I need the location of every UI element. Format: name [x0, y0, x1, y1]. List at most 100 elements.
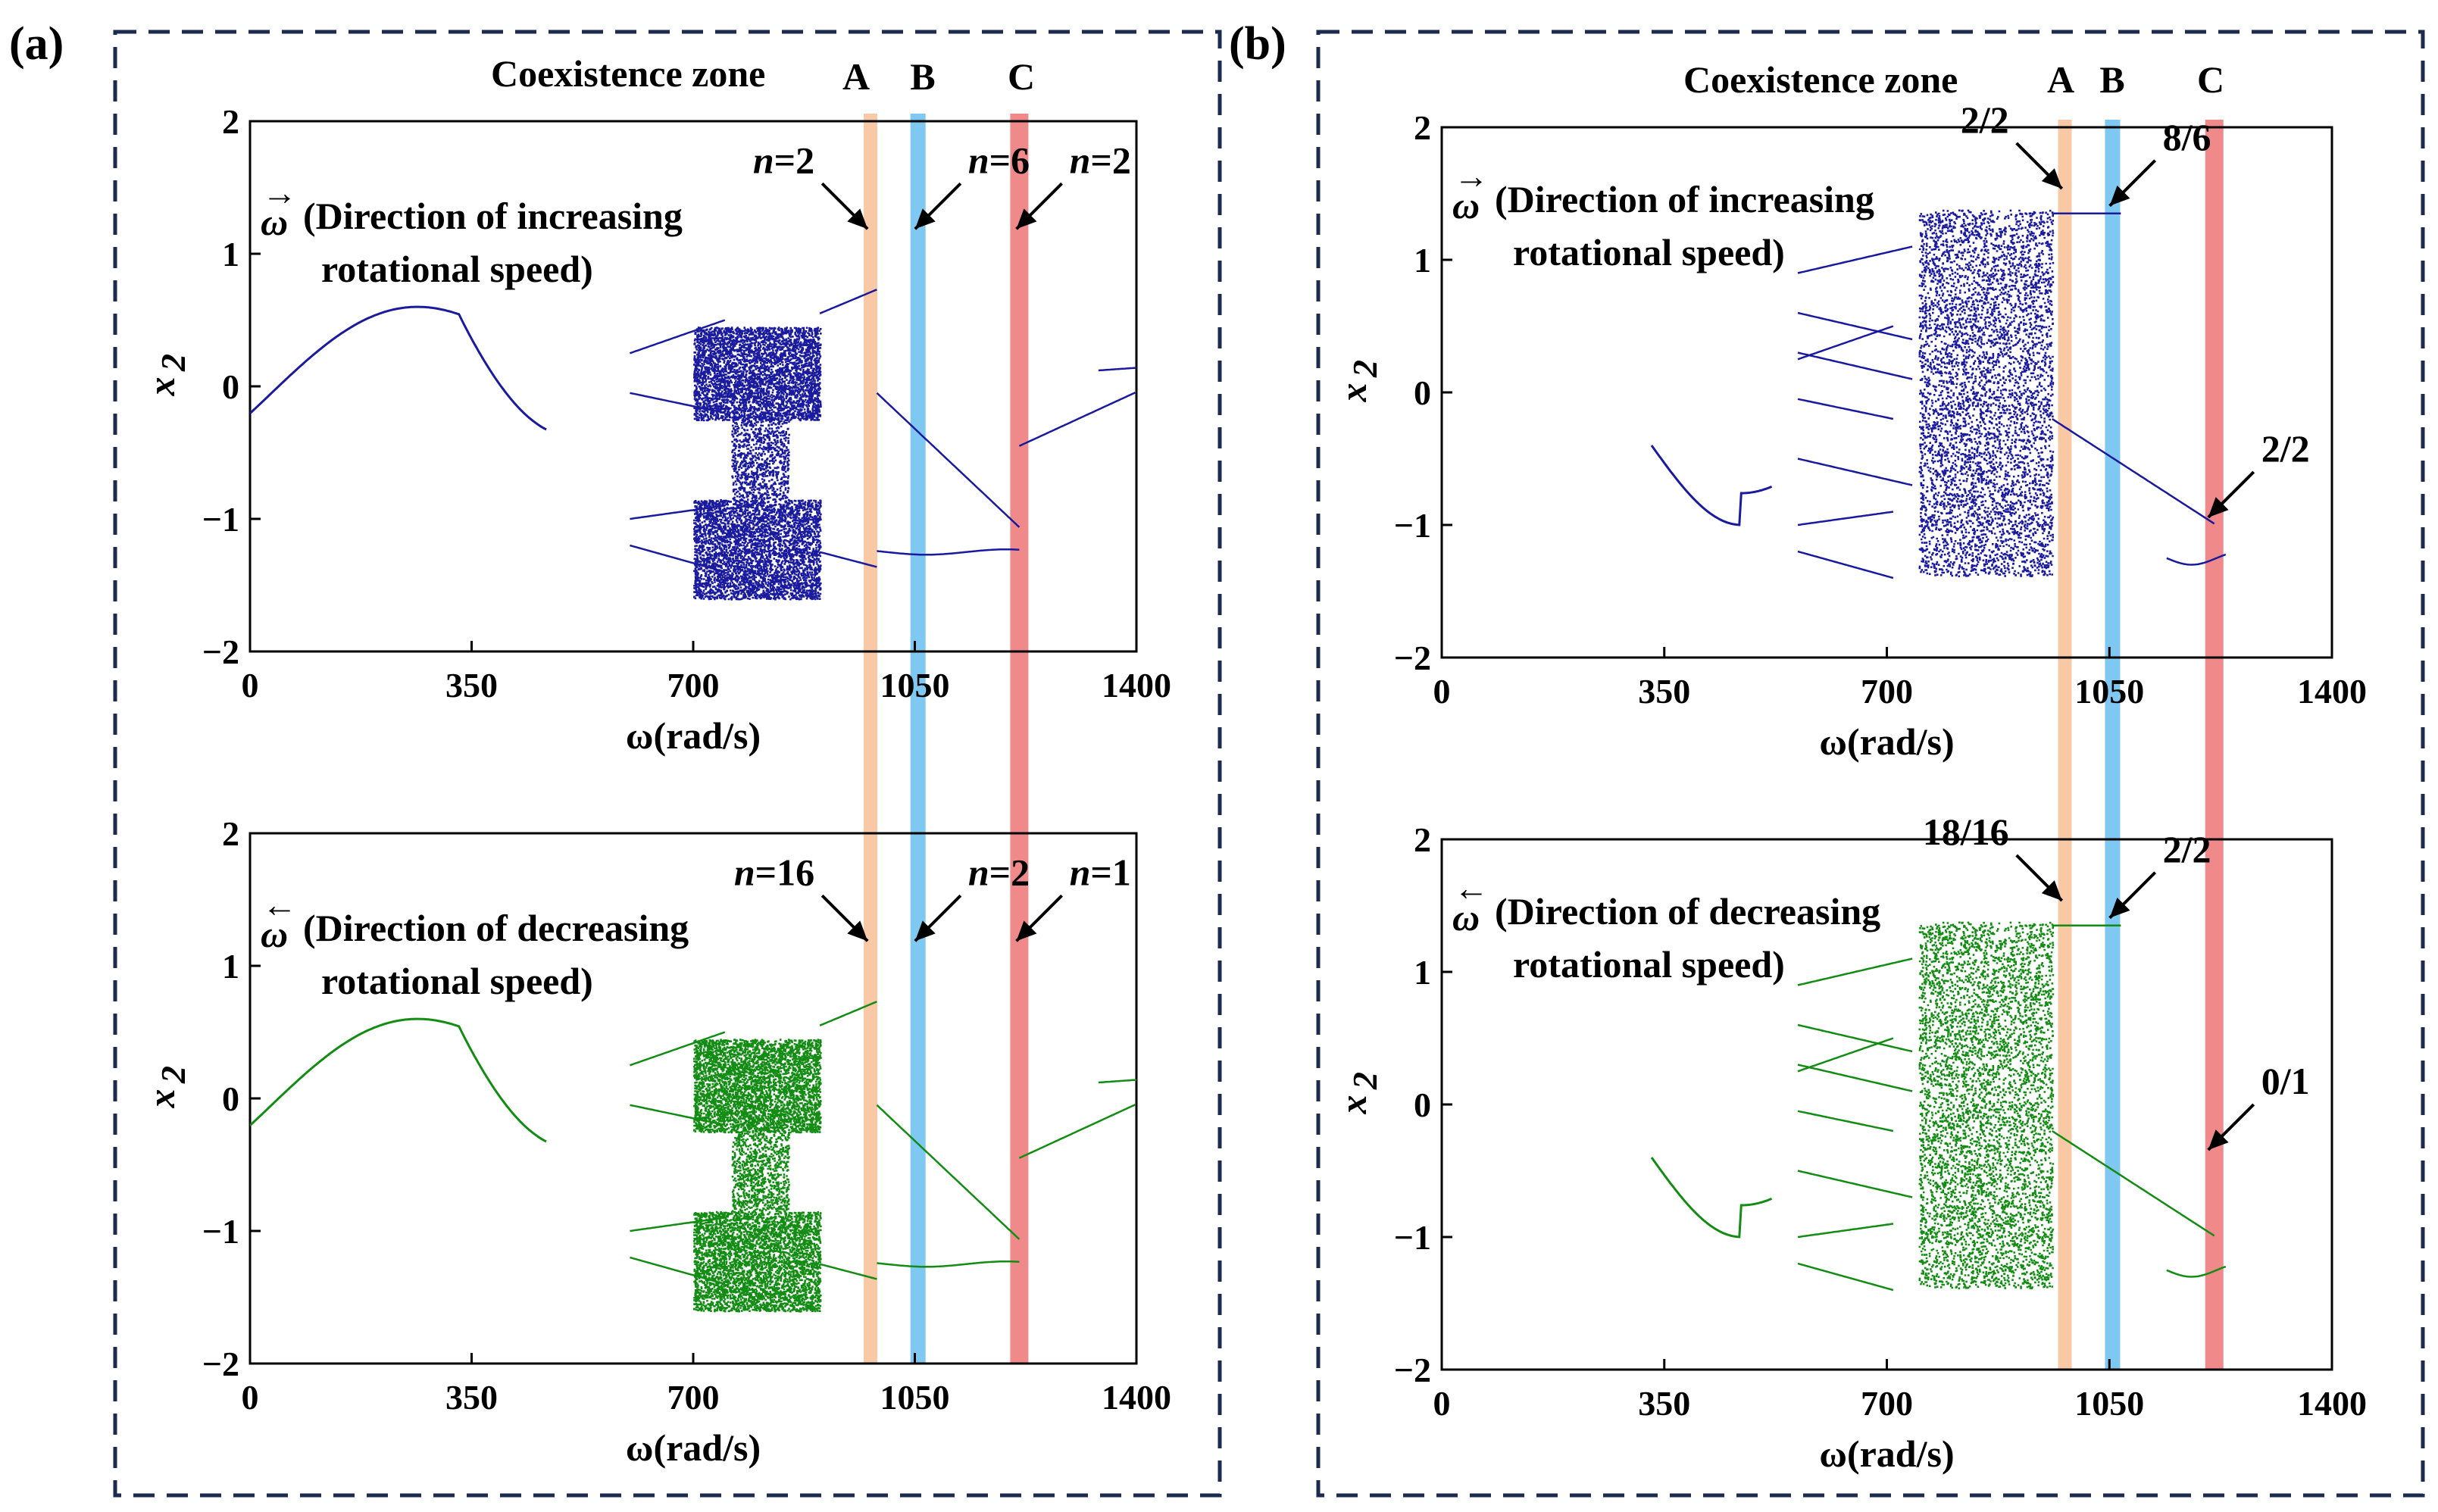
branch-1: [630, 1104, 726, 1126]
chaos-full: [1918, 209, 2055, 578]
branch-flat: [877, 548, 1020, 556]
x-tick-label: 1050: [880, 666, 950, 704]
svg-text:2: 2: [154, 354, 192, 372]
svg-text:x: x: [1332, 1095, 1374, 1115]
x-tick-label: 1050: [2074, 1384, 2144, 1423]
y-tick-label: −1: [202, 1212, 239, 1251]
annotation-label: 2/2: [2261, 427, 2310, 470]
panel-a-band-letter-c: C: [1008, 55, 1035, 98]
annotation-arrow-head: [847, 920, 868, 942]
svg-text:x: x: [1332, 383, 1374, 403]
direction-arrow-icon: →: [262, 173, 297, 212]
band-c: [1010, 833, 1029, 1364]
branch-0: [629, 319, 726, 355]
branch-flat: [877, 1261, 1020, 1268]
branch-low: [250, 305, 547, 431]
svg-text:x: x: [140, 1089, 183, 1109]
branch-lower-exit: [819, 551, 877, 568]
y-tick-label: −2: [1394, 1351, 1431, 1389]
panel-b-zone-label: Coexistence zone: [1683, 58, 1958, 101]
direction-line-1: (Direction of decreasing: [303, 907, 689, 949]
annotation-label: n=1: [1070, 851, 1131, 893]
branch-upper-exit: [819, 289, 877, 314]
band-a-gap: [864, 651, 877, 833]
direction-symbol: ω: [261, 913, 288, 955]
x-tick-label: 350: [445, 666, 498, 704]
y-tick-label: 1: [222, 235, 239, 273]
band-a: [864, 833, 877, 1364]
branch-3: [630, 544, 726, 573]
data-series: [1650, 209, 2227, 579]
direction-line-1: (Direction of decreasing: [1495, 890, 1880, 933]
band-a: [2058, 839, 2072, 1370]
annotation-label: 18/16: [1923, 811, 2009, 853]
panel-a-band-letter-b: B: [910, 55, 935, 98]
branch-b-1: [1797, 1023, 1913, 1053]
y-tick-label: 0: [1414, 1086, 1431, 1124]
y-tick-label: 2: [222, 102, 239, 141]
x-axis-label: ω(rad/s): [1819, 720, 1954, 763]
annotation-arrow-head: [1016, 208, 1037, 230]
data-series: [250, 1001, 1136, 1313]
x-tick-label: 0: [1433, 672, 1451, 711]
branch-low: [1650, 445, 1773, 526]
branch-lower-exit: [819, 1263, 877, 1280]
direction-arrow-icon: ←: [1454, 869, 1489, 908]
band-a: [864, 114, 877, 651]
branch-b-2: [1797, 1064, 1913, 1092]
annotation-label: n=16: [734, 851, 814, 893]
annotation-arrow-head: [914, 208, 936, 230]
annotation-label: 0/1: [2261, 1060, 2310, 1102]
x-tick-label: 1400: [1102, 1378, 1171, 1417]
chaos-full: [1918, 921, 2055, 1290]
y-tick-label: −2: [202, 633, 239, 671]
y-tick-label: 1: [222, 947, 239, 986]
y-tick-label: 1: [1414, 241, 1431, 280]
annotation-label: 8/6: [2163, 116, 2211, 158]
panel-a-label: (a): [9, 18, 64, 70]
band-b-gap: [2105, 658, 2121, 839]
annotation-arrow-head: [847, 208, 868, 230]
direction-arrow-icon: ←: [262, 886, 297, 924]
direction-line-2: rotational speed): [321, 960, 593, 1002]
branch-b-0: [1797, 957, 1913, 986]
direction-symbol: ω: [1452, 184, 1480, 226]
annotation-label: n=2: [753, 139, 814, 181]
y-tick-label: 2: [1414, 108, 1431, 147]
annotation-arrow-head: [2109, 185, 2130, 206]
panel-a-zone-label: Coexistence zone: [491, 52, 765, 95]
y-tick-label: −2: [1394, 639, 1431, 677]
x-axis-label: ω(rad/s): [1819, 1432, 1954, 1475]
panel-a-band-letter-a: A: [842, 55, 870, 98]
branch-down: [2052, 417, 2215, 525]
panel-b-frame: [1316, 30, 2425, 1498]
chaos-upper: [693, 1039, 822, 1134]
branch-b-3: [1797, 458, 1913, 486]
branch-low: [1650, 1157, 1773, 1239]
band-b: [2105, 120, 2121, 658]
branch-down: [876, 392, 1021, 528]
branch-2: [1797, 1223, 1894, 1239]
y-axis-label: x2: [140, 354, 192, 397]
branch-3: [1797, 550, 1894, 579]
annotation-arrow-head: [2041, 168, 2062, 189]
branch-end: [2166, 1265, 2227, 1278]
y-tick-label: 2: [1414, 820, 1431, 859]
x-tick-label: 0: [1433, 1384, 1451, 1423]
direction-line-2: rotational speed): [1513, 231, 1785, 273]
x-tick-label: 1400: [2297, 1384, 2367, 1423]
x-axis-label: ω(rad/s): [626, 1426, 761, 1469]
direction-symbol: ω: [261, 201, 288, 243]
x-tick-label: 350: [445, 1378, 498, 1417]
annotation-label: 2/2: [1961, 98, 2009, 141]
branch-0: [629, 1031, 726, 1067]
svg-text:2: 2: [1346, 360, 1384, 378]
chaos-mid: [731, 419, 790, 501]
annotation-arrow-head: [2208, 1129, 2229, 1150]
chaos-lower: [693, 498, 822, 601]
panel-b-band-letter-c: C: [2197, 58, 2224, 101]
panel-a-frame: [113, 30, 1222, 1498]
